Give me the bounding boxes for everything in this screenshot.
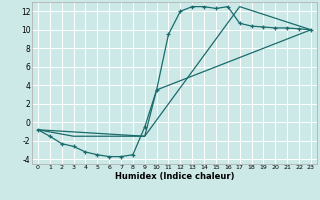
- X-axis label: Humidex (Indice chaleur): Humidex (Indice chaleur): [115, 172, 234, 181]
